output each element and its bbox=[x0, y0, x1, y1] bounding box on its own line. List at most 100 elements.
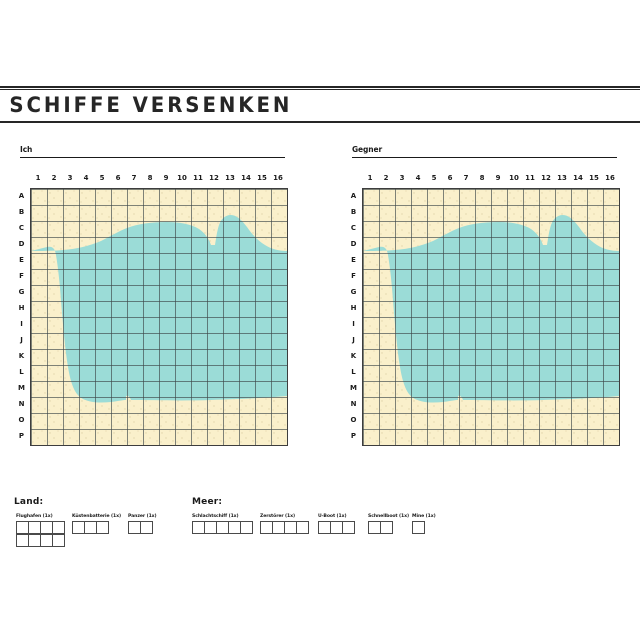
column-header-5: 5 bbox=[99, 174, 105, 182]
ship-entry: Zerstörer (1x) bbox=[260, 514, 309, 534]
column-header-7: 7 bbox=[131, 174, 137, 182]
row-header-N: N bbox=[18, 400, 25, 408]
ship-entry: U-Boot (1x) bbox=[318, 514, 355, 534]
column-header-2: 2 bbox=[383, 174, 389, 182]
column-header-4: 4 bbox=[415, 174, 421, 182]
row-header-G: G bbox=[18, 288, 25, 296]
title-rule-bottom bbox=[0, 121, 640, 123]
row-header-A: A bbox=[350, 192, 357, 200]
board-rule-own bbox=[20, 157, 285, 158]
row-header-B: B bbox=[18, 208, 25, 216]
row-header-O: O bbox=[350, 416, 357, 424]
row-header-H: H bbox=[18, 304, 25, 312]
column-header-2: 2 bbox=[51, 174, 57, 182]
column-header-8: 8 bbox=[147, 174, 153, 182]
ship-label: Mine (1x) bbox=[412, 514, 436, 519]
ship-cell[interactable] bbox=[140, 520, 153, 534]
title-block: SCHIFFE VERSENKEN bbox=[0, 86, 640, 123]
column-header-9: 9 bbox=[163, 174, 169, 182]
row-header-L: L bbox=[351, 368, 356, 376]
ship-entry: Schnellboot (1x) bbox=[368, 514, 409, 534]
ship-label: U-Boot (1x) bbox=[318, 514, 347, 519]
ship-label: Zerstörer (1x) bbox=[260, 514, 296, 519]
ship-label: Schlachtschiff (1x) bbox=[192, 514, 239, 519]
column-header-1: 1 bbox=[367, 174, 373, 182]
row-header-M: M bbox=[18, 384, 25, 392]
column-header-11: 11 bbox=[525, 174, 535, 182]
column-header-6: 6 bbox=[115, 174, 121, 182]
board-rule-opponent bbox=[352, 157, 617, 158]
terrain-map-own bbox=[31, 189, 287, 445]
column-headers-opponent: 1 2 3 4 5 6 7 8 9 10 11 12 13 14 15 16 bbox=[362, 174, 618, 186]
column-header-16: 16 bbox=[273, 174, 283, 182]
column-header-10: 10 bbox=[177, 174, 187, 182]
ship-cell[interactable] bbox=[96, 520, 109, 534]
legend-title-sea: Meer: bbox=[192, 497, 223, 507]
ship-entry: Panzer (1x) bbox=[128, 514, 157, 534]
row-header-O: O bbox=[18, 416, 25, 424]
row-header-C: C bbox=[350, 224, 357, 232]
row-header-D: D bbox=[350, 240, 357, 248]
ship-cell[interactable] bbox=[412, 520, 425, 534]
column-header-5: 5 bbox=[431, 174, 437, 182]
board-label-opponent: Gegner bbox=[352, 145, 383, 154]
row-header-F: F bbox=[351, 272, 356, 280]
column-header-16: 16 bbox=[605, 174, 615, 182]
ship-entry: Mine (1x) bbox=[412, 514, 436, 534]
ship-label: Flughafen (1x) bbox=[16, 514, 53, 519]
column-header-7: 7 bbox=[463, 174, 469, 182]
row-header-M: M bbox=[350, 384, 357, 392]
row-header-I: I bbox=[20, 320, 23, 328]
column-headers-own: 1 2 3 4 5 6 7 8 9 10 11 12 13 14 15 16 bbox=[30, 174, 286, 186]
row-header-K: K bbox=[350, 352, 357, 360]
row-header-E: E bbox=[351, 256, 356, 264]
grid-own[interactable] bbox=[30, 188, 288, 446]
ship-cell[interactable] bbox=[52, 533, 65, 547]
ship-cell[interactable] bbox=[240, 520, 253, 534]
ship-cell[interactable] bbox=[296, 520, 309, 534]
ship-label: Panzer (1x) bbox=[128, 514, 157, 519]
title-rule-top-thin bbox=[0, 89, 640, 90]
column-header-12: 12 bbox=[209, 174, 219, 182]
row-header-J: J bbox=[352, 336, 355, 344]
row-header-L: L bbox=[19, 368, 24, 376]
column-header-8: 8 bbox=[479, 174, 485, 182]
column-header-14: 14 bbox=[573, 174, 583, 182]
column-header-13: 13 bbox=[225, 174, 235, 182]
column-header-1: 1 bbox=[35, 174, 41, 182]
column-header-3: 3 bbox=[399, 174, 405, 182]
row-header-J: J bbox=[20, 336, 23, 344]
column-header-15: 15 bbox=[589, 174, 599, 182]
column-header-3: 3 bbox=[67, 174, 73, 182]
row-header-F: F bbox=[19, 272, 24, 280]
column-header-12: 12 bbox=[541, 174, 551, 182]
ship-cell[interactable] bbox=[380, 520, 393, 534]
column-header-14: 14 bbox=[241, 174, 251, 182]
grid-opponent[interactable] bbox=[362, 188, 620, 446]
column-header-13: 13 bbox=[557, 174, 567, 182]
board-label-own: Ich bbox=[20, 145, 33, 154]
row-header-C: C bbox=[18, 224, 25, 232]
row-header-G: G bbox=[350, 288, 357, 296]
row-header-I: I bbox=[352, 320, 355, 328]
row-header-B: B bbox=[350, 208, 357, 216]
column-header-4: 4 bbox=[83, 174, 89, 182]
row-header-A: A bbox=[18, 192, 25, 200]
page-title: SCHIFFE VERSENKEN bbox=[9, 93, 293, 117]
row-header-H: H bbox=[350, 304, 357, 312]
legend-title-land: Land: bbox=[14, 497, 44, 507]
ship-label: Küstenbatterie (1x) bbox=[72, 514, 121, 519]
column-header-9: 9 bbox=[495, 174, 501, 182]
ship-cell[interactable] bbox=[342, 520, 355, 534]
row-header-K: K bbox=[18, 352, 25, 360]
row-header-E: E bbox=[19, 256, 24, 264]
ship-cell[interactable] bbox=[52, 520, 65, 534]
ship-label: Schnellboot (1x) bbox=[368, 514, 409, 519]
row-header-P: P bbox=[18, 432, 25, 440]
column-header-11: 11 bbox=[193, 174, 203, 182]
ship-entry: Schlachtschiff (1x) bbox=[192, 514, 253, 534]
row-header-N: N bbox=[350, 400, 357, 408]
column-header-6: 6 bbox=[447, 174, 453, 182]
